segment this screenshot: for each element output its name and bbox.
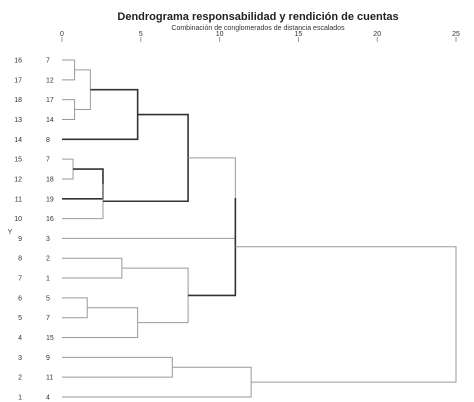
row-label-case: 15 (14, 157, 22, 164)
dendrogram-link (62, 99, 76, 120)
row-label-id: 15 (46, 335, 54, 342)
row-label-id: 7 (46, 157, 50, 164)
row-label-id: 16 (46, 216, 54, 223)
x-tick-label: 10 (216, 31, 224, 38)
row-label-id: 12 (46, 77, 54, 84)
row-label-id: 5 (46, 295, 50, 302)
row-label-case: 12 (14, 176, 22, 183)
x-tick-label: 0 (60, 31, 64, 38)
x-tick-label: 20 (373, 31, 381, 38)
row-label-id: 7 (46, 315, 50, 322)
row-label-id: 1 (46, 276, 50, 283)
row-label-id: 7 (46, 58, 50, 65)
dendrogram-link (62, 183, 104, 220)
dendrogram-link (62, 158, 74, 180)
dendrogram-link (62, 168, 104, 200)
row-label-case: 10 (14, 216, 22, 223)
dendrogram-link (62, 297, 88, 319)
row-label-case: 11 (15, 196, 22, 203)
row-label-case: 18 (14, 97, 22, 104)
x-tick-label: 5 (139, 31, 143, 38)
row-label-case: 8 (18, 256, 22, 263)
dendrogram-links (62, 59, 457, 398)
chart-title: Dendrograma responsabilidad y rendición … (117, 11, 398, 23)
dendrogram-link (235, 246, 457, 383)
dendrogram-link (102, 113, 189, 203)
dendrogram-link (121, 267, 189, 324)
dendrogram-link (62, 356, 173, 378)
dendrogram-link (62, 307, 139, 339)
row-label-id: 18 (46, 176, 54, 183)
row-label-id: 9 (46, 355, 50, 362)
row-label-id: 3 (46, 236, 50, 243)
row-label-case: 17 (14, 77, 22, 84)
row-label-case: 7 (18, 276, 22, 283)
row-label-case: 14 (14, 137, 22, 144)
dendrogram-link (62, 257, 123, 279)
row-label-case: 13 (14, 117, 22, 124)
side-label: Y (8, 229, 13, 236)
dendrogram-link (188, 198, 237, 297)
row-label-id: 19 (46, 196, 54, 203)
row-label-case: 4 (18, 335, 22, 342)
dendrogram-link (62, 88, 139, 141)
row-label-id: 4 (46, 395, 50, 402)
x-axis: 0 5 10 15 20 25 (60, 31, 460, 42)
row-label-id: 11 (46, 375, 53, 382)
chart-subtitle: Combinación de conglomerados de distanci… (171, 25, 345, 32)
row-label-case: 5 (18, 315, 22, 322)
dendrogram-link (74, 69, 91, 111)
row-label-id: 8 (46, 137, 50, 144)
row-label-case: 16 (14, 58, 22, 65)
row-label-case: 1 (18, 395, 22, 402)
row-label-id: 17 (46, 97, 54, 104)
row-label-case: 3 (18, 355, 22, 362)
x-tick-label: 25 (452, 31, 460, 38)
dendrogram-link (62, 366, 252, 398)
row-label-id: 2 (46, 256, 50, 263)
dendrogram-link (62, 59, 76, 81)
x-tick-label: 15 (295, 31, 303, 38)
row-label-case: 2 (18, 375, 22, 382)
row-label-case: 6 (18, 295, 22, 302)
row-label-id: 14 (46, 117, 54, 124)
row-label-case: 9 (18, 236, 22, 243)
